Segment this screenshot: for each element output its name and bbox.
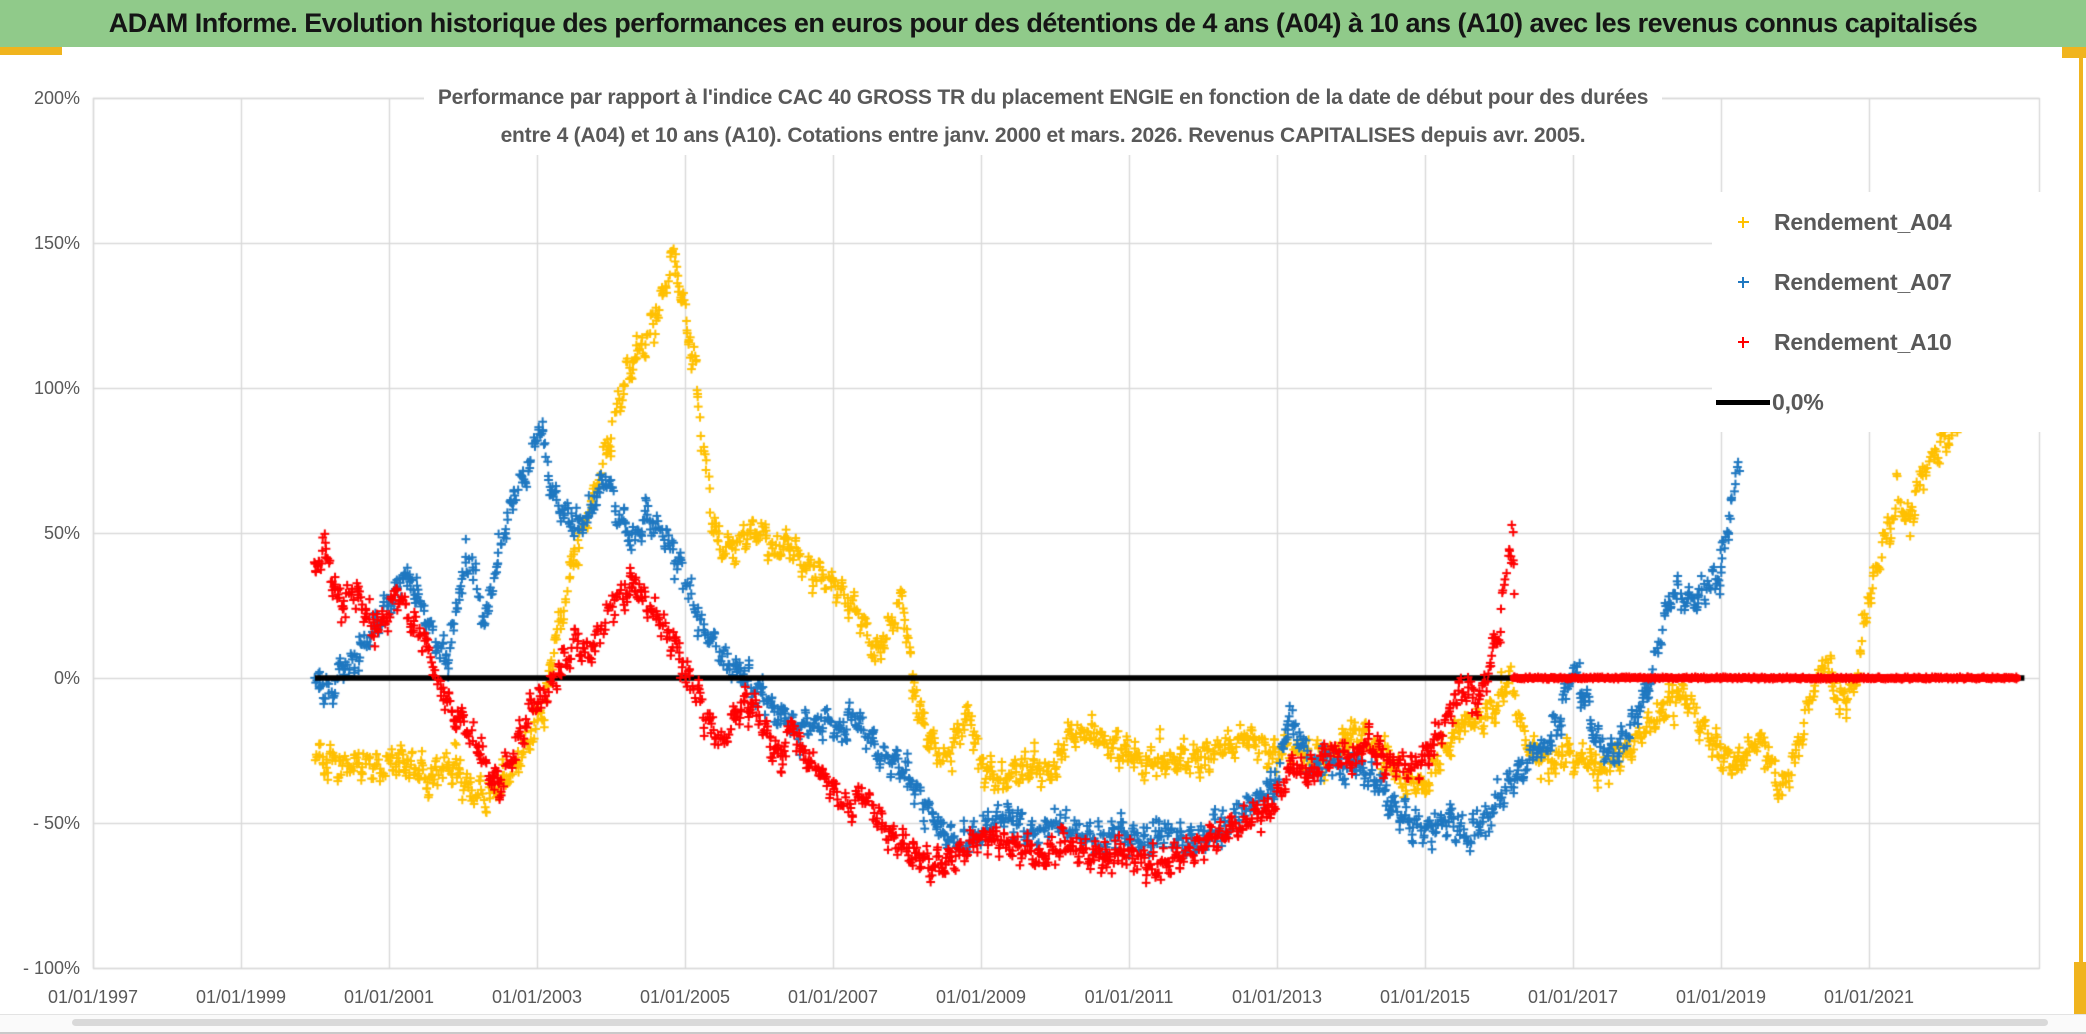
chart-title: Performance par rapport à l'indice CAC 4… <box>423 79 1663 155</box>
x-tick-label: 01/01/2015 <box>1379 987 1471 1007</box>
plus-marker-a10-icon <box>1737 336 1749 348</box>
legend-label: Rendement_A04 <box>1774 208 1952 235</box>
bottom-scrollbar-thumb[interactable] <box>72 1019 2048 1026</box>
legend-item-rendement-a10: Rendement_A10 <box>1712 312 2064 372</box>
x-tick-label: 01/01/2003 <box>491 987 583 1007</box>
legend-item-rendement-a04: Rendement_A04 <box>1712 192 2064 252</box>
legend: Rendement_A04 Rendement_A07 Rendement_A1… <box>1712 192 2064 432</box>
y-tick-label: 50% <box>43 523 80 543</box>
plus-marker-a04-icon <box>1737 216 1749 228</box>
y-tick-label: - 100% <box>22 958 80 978</box>
plus-marker-a07-icon <box>1737 276 1749 288</box>
y-tick-label: 100% <box>33 378 80 398</box>
chart-title-line-2: entre 4 (A04) et 10 ans (A10). Cotations… <box>500 124 1586 147</box>
y-tick-label: 0% <box>53 668 80 688</box>
x-tick-label: 01/01/2001 <box>343 987 435 1007</box>
y-tick-label: 200% <box>33 88 80 108</box>
bottom-scrollbar-track <box>0 1014 2086 1034</box>
legend-item-zero-line: 0,0% <box>1712 372 2064 432</box>
legend-label: Rendement_A10 <box>1774 328 1952 355</box>
x-tick-label: 01/01/2021 <box>1823 987 1915 1007</box>
x-tick-label: 01/01/2009 <box>935 987 1027 1007</box>
x-tick-label: 01/01/1997 <box>47 987 139 1007</box>
x-tick-label: 01/01/2011 <box>1084 987 1174 1007</box>
x-tick-label: 01/01/2013 <box>1231 987 1323 1007</box>
x-tick-label: 01/01/2019 <box>1675 987 1767 1007</box>
x-tick-label: 01/01/2007 <box>787 987 879 1007</box>
legend-label: Rendement_A07 <box>1774 268 1952 295</box>
x-tick-label: 01/01/2005 <box>639 987 731 1007</box>
x-tick-label: 01/01/1999 <box>195 987 287 1007</box>
chart-title-line-1: Performance par rapport à l'indice CAC 4… <box>437 86 1649 109</box>
y-tick-label: - 50% <box>32 813 80 833</box>
legend-item-rendement-a07: Rendement_A07 <box>1712 252 2064 312</box>
zero-line-marker-icon <box>1716 399 1770 405</box>
legend-label: 0,0% <box>1772 388 1824 415</box>
y-tick-label: 150% <box>33 233 80 253</box>
x-tick-label: 01/01/2017 <box>1527 987 1619 1007</box>
